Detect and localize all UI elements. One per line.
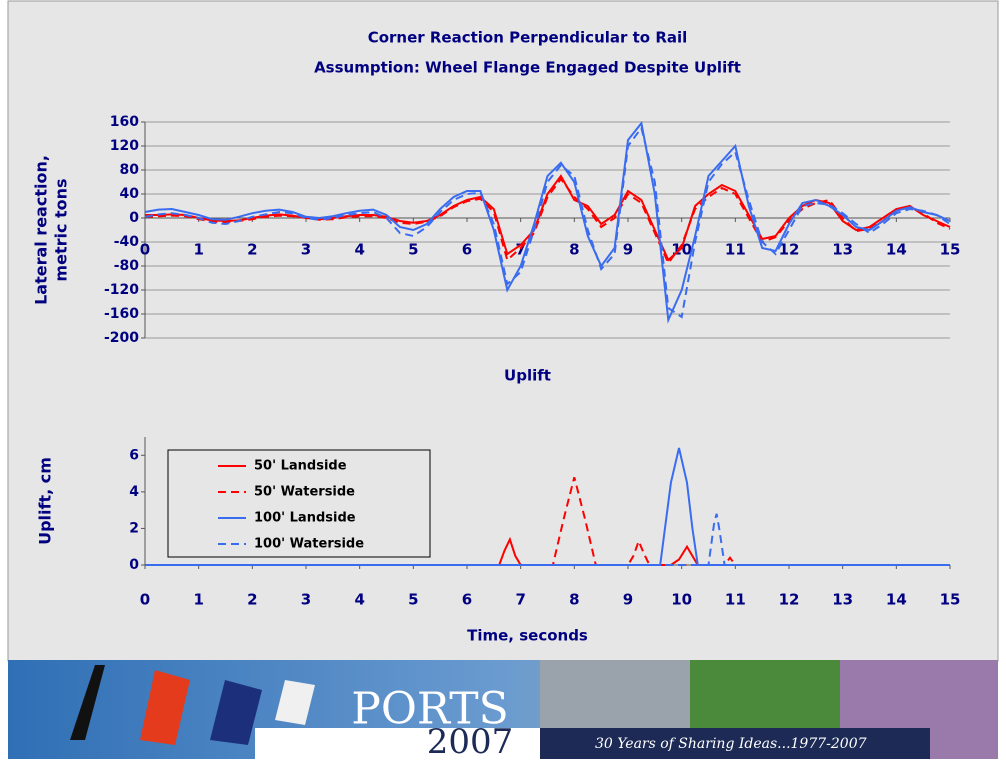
- x-tick-label: 6: [462, 241, 472, 259]
- y-tick-label: 40: [120, 186, 140, 202]
- x-tick-label: 15: [940, 241, 961, 259]
- x-tick-label: 9: [623, 241, 633, 259]
- x-tick-label: 4: [354, 591, 364, 609]
- y-tick-label: -160: [104, 306, 139, 322]
- y-axis-title: metric tons: [52, 178, 71, 281]
- legend-label: 50' Landside: [254, 459, 347, 474]
- y-tick-label: 160: [110, 114, 139, 130]
- x-tick-label: 14: [886, 241, 907, 259]
- slide-bg: [8, 1, 998, 661]
- x-tick-label: 15: [940, 591, 961, 609]
- x-tick-label: 4: [354, 241, 364, 259]
- x-tick-label: 8: [569, 241, 579, 259]
- x-tick-label: 1: [193, 241, 203, 259]
- y-tick-label: 0: [129, 210, 139, 226]
- legend-label: 100' Waterside: [254, 537, 364, 552]
- y-tick-label: -200: [104, 330, 139, 346]
- x-tick-label: 13: [832, 241, 853, 259]
- y-axis-title: Lateral reaction,: [32, 155, 51, 305]
- x-tick-label: 1: [193, 591, 203, 609]
- x-tick-label: 12: [779, 591, 800, 609]
- y-tick-label: 6: [129, 447, 139, 463]
- legend-label: 50' Waterside: [254, 485, 355, 500]
- x-tick-label: 11: [725, 591, 746, 609]
- y-tick-label: -80: [114, 258, 140, 274]
- x-tick-label: 0: [140, 591, 150, 609]
- x-tick-label: 6: [462, 591, 472, 609]
- y-tick-label: 80: [120, 162, 140, 178]
- y-tick-label: 120: [110, 138, 139, 154]
- slide: PORTS 2007 30 Years of Sharing Ideas...1…: [0, 0, 1006, 759]
- x-tick-label: 3: [301, 241, 311, 259]
- banner-tagline: 30 Years of Sharing Ideas...1977-2007: [595, 736, 867, 752]
- chart-title: Corner Reaction Perpendicular to Rail: [368, 29, 688, 47]
- x-tick-label: 5: [408, 591, 418, 609]
- y-tick-label: 4: [129, 484, 139, 500]
- x-axis-title: Time, seconds: [467, 627, 588, 645]
- x-tick-label: 9: [623, 591, 633, 609]
- y-tick-label: -40: [114, 234, 140, 250]
- x-tick-label: 8: [569, 591, 579, 609]
- x-tick-label: 5: [408, 241, 418, 259]
- legend-label: 100' Landside: [254, 511, 356, 526]
- y-tick-label: -120: [104, 282, 139, 298]
- x-tick-label: 2: [247, 591, 257, 609]
- y-tick-label: 2: [129, 520, 139, 536]
- x-tick-label: 14: [886, 591, 907, 609]
- x-tick-label: 3: [301, 591, 311, 609]
- banner-year: 2007: [427, 722, 514, 759]
- banner: PORTS 2007 30 Years of Sharing Ideas...1…: [8, 660, 998, 759]
- x-axis-title: Uplift: [504, 367, 551, 385]
- x-tick-label: 2: [247, 241, 257, 259]
- x-tick-label: 0: [140, 241, 150, 259]
- x-tick-label: 7: [515, 591, 525, 609]
- x-tick-label: 11: [725, 241, 746, 259]
- y-axis-title: Uplift, cm: [36, 457, 55, 545]
- y-tick-label: 0: [129, 557, 139, 573]
- chart-subtitle: Assumption: Wheel Flange Engaged Despite…: [314, 59, 741, 77]
- x-tick-label: 10: [671, 591, 692, 609]
- x-tick-label: 13: [832, 591, 853, 609]
